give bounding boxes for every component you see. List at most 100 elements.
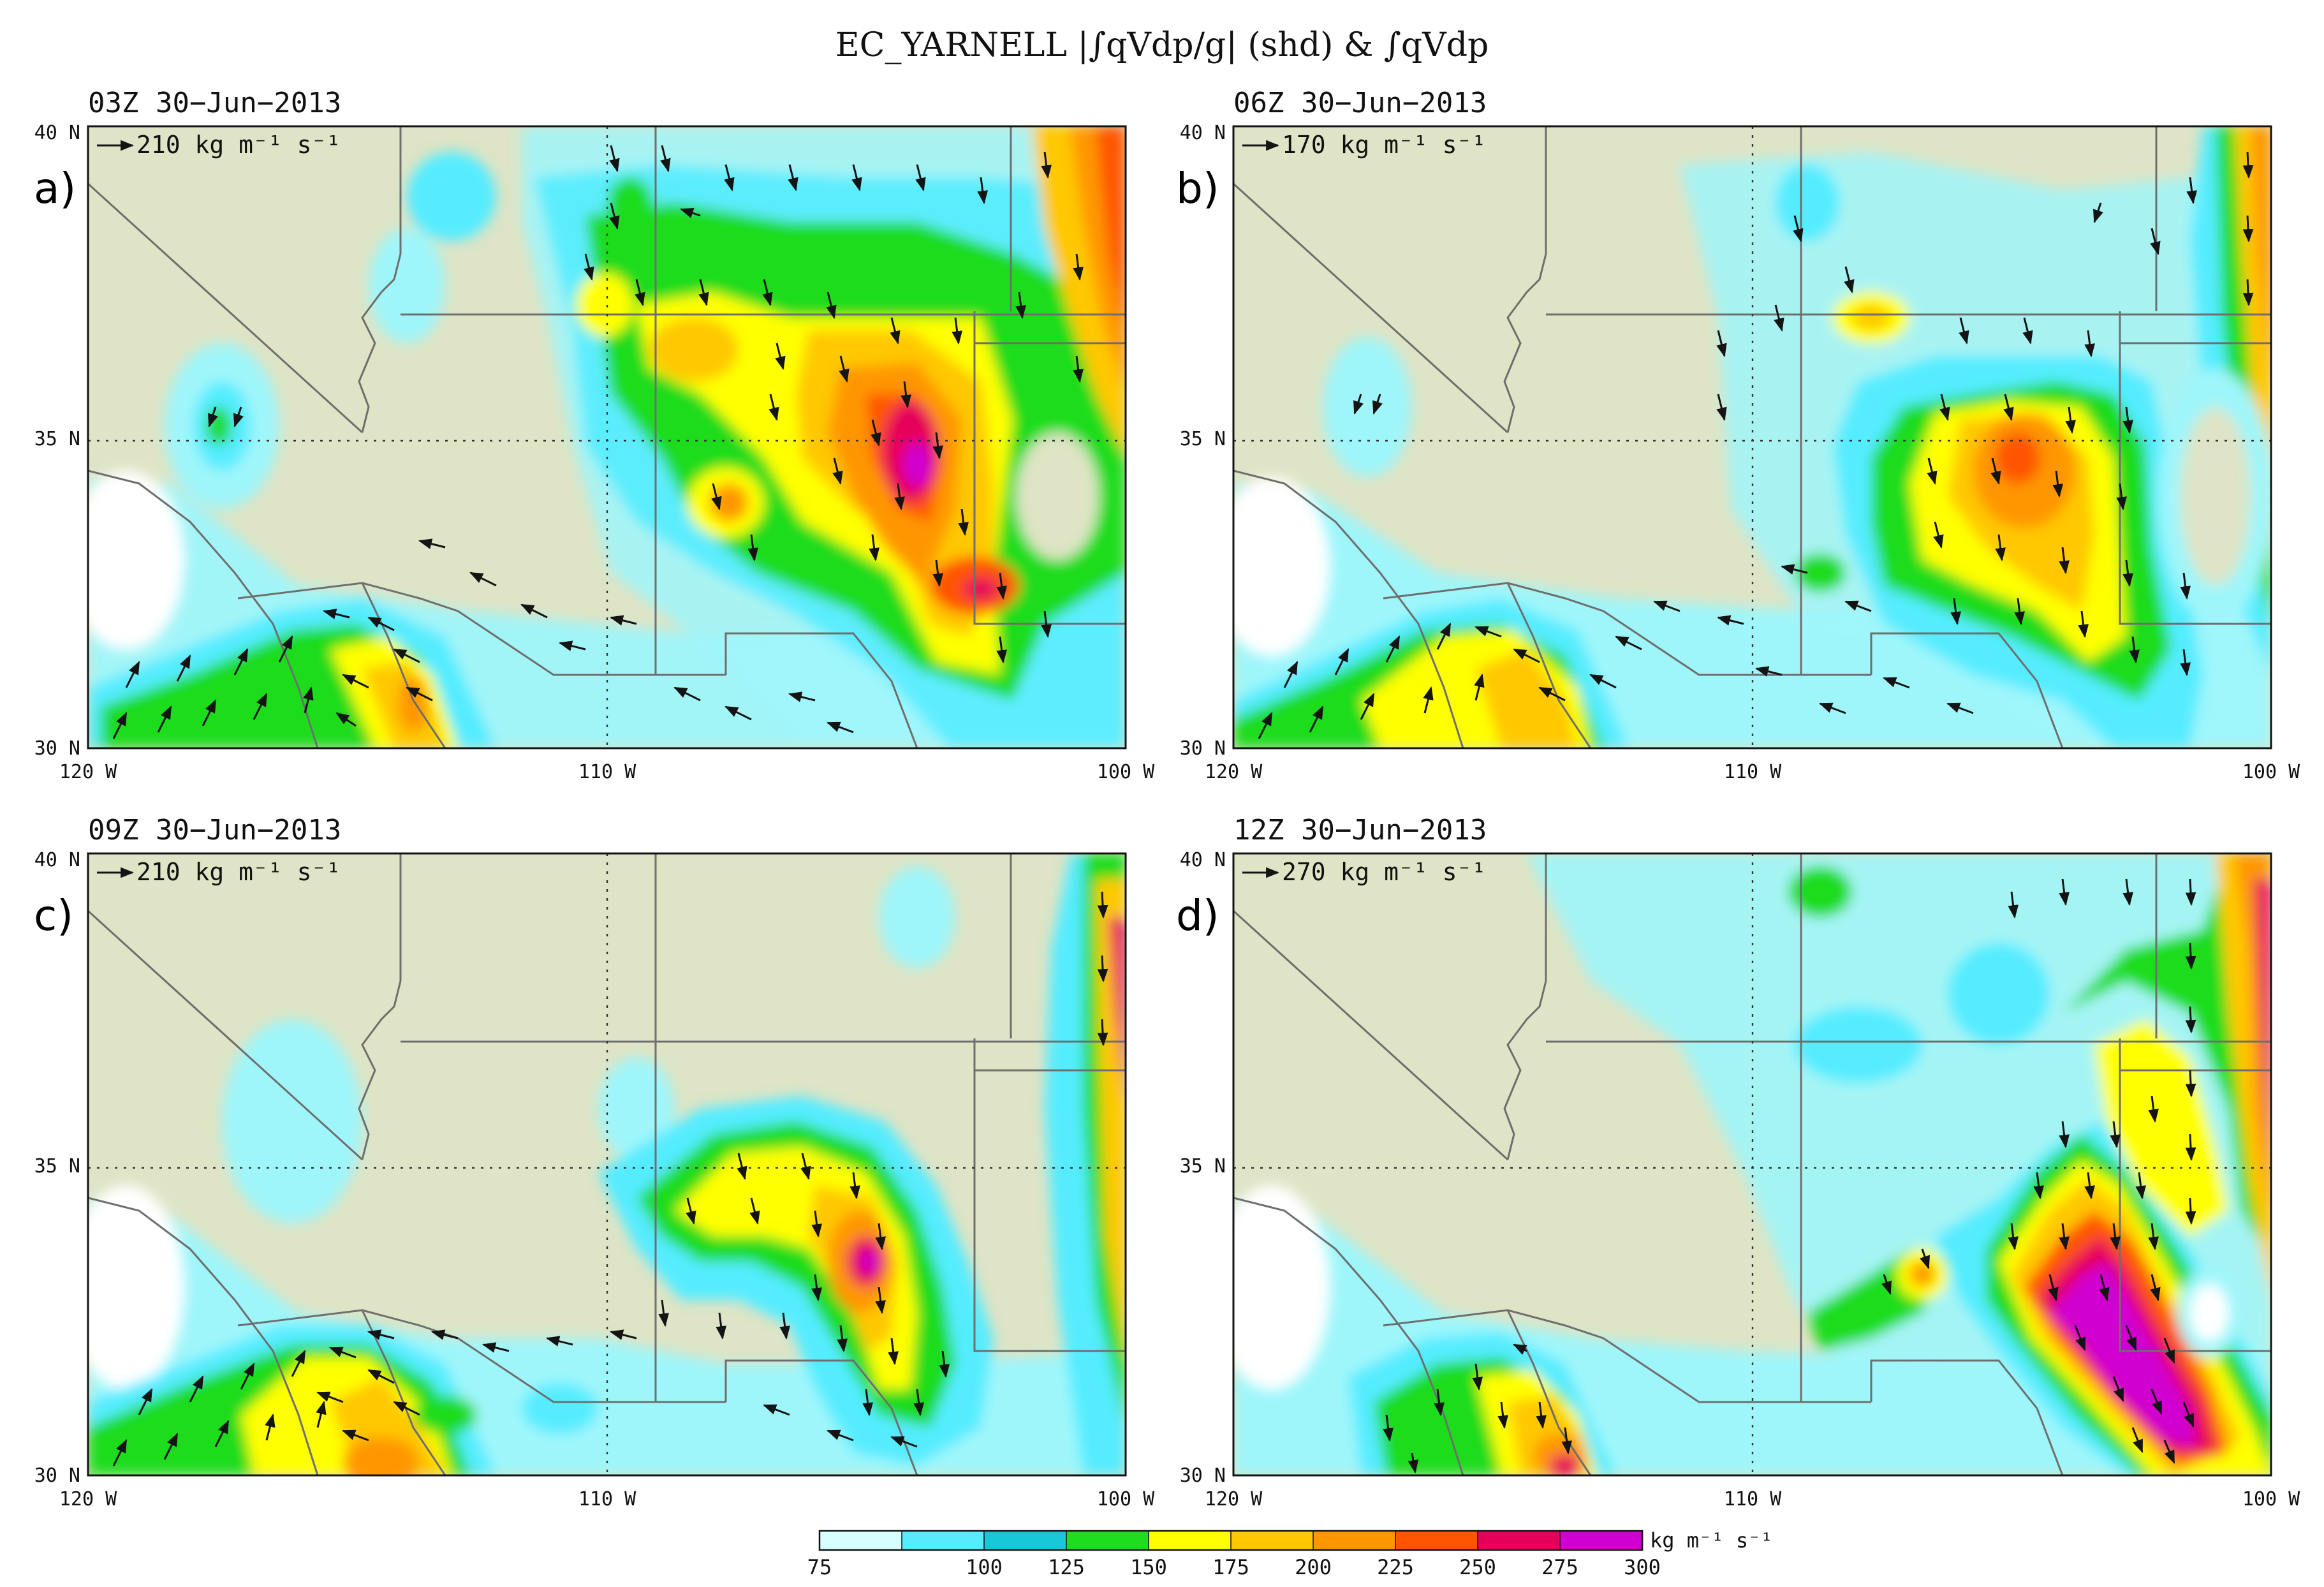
lat-tick-40: 40 N	[1180, 849, 1226, 871]
colorbar-swatch	[1148, 1530, 1232, 1551]
mexico-coast	[88, 1197, 319, 1475]
colorbar-swatch	[983, 1530, 1068, 1551]
panel-c-letter: c)	[34, 891, 73, 940]
flux-vectors	[112, 145, 1084, 739]
state-line-nm-east	[2119, 311, 2271, 625]
panel-a-letter: a)	[34, 164, 76, 213]
panel-b-reference-vector: 170 kg m⁻¹ s⁻¹	[1242, 131, 1486, 159]
colorbar-tick-label: 75	[807, 1555, 832, 1579]
state-line-nm-south	[724, 1359, 918, 1475]
state-line-nm-south	[1870, 1359, 2064, 1475]
lon-tick-110: 110 W	[1724, 761, 1782, 783]
gridlines	[88, 126, 1126, 748]
panel-d: 12Z 30−Jun−2013 d) 40 N 35 N 30 N 120 W …	[1176, 814, 2300, 1510]
state-line-nm-south	[724, 632, 918, 748]
gulf-of-california	[1506, 582, 1592, 748]
lon-tick-100: 100 W	[1097, 761, 1155, 783]
colorbar-swatch	[1313, 1530, 1397, 1551]
arizona-southern-border	[1383, 1309, 1871, 1403]
lon-tick-110: 110 W	[1724, 1488, 1782, 1510]
lon-tick-120: 120 W	[59, 761, 117, 783]
state-line-nm-east	[973, 1038, 1126, 1352]
panel-a-axis-labels: 40 N 35 N 30 N 120 W 110 W 100 W	[34, 122, 1155, 783]
panel-b-map	[1233, 126, 2271, 748]
lat-tick-30: 30 N	[1180, 1465, 1226, 1487]
flux-field	[88, 853, 1126, 1475]
panel-c-reference-label: 210 kg m⁻¹ s⁻¹	[136, 858, 341, 886]
panel-d-letter: d)	[1176, 891, 1219, 940]
arizona-southern-border	[1383, 582, 1871, 676]
colorbar-swatch	[901, 1530, 985, 1551]
colorbar-swatch	[1395, 1530, 1479, 1551]
panel-a-frame	[87, 125, 1127, 749]
colorbar-swatch	[1559, 1530, 1644, 1551]
figure-title: EC_YARNELL |∫qVdp/g| (shd) & ∫qVdp	[835, 26, 1489, 64]
mexico-coast	[1233, 469, 1464, 748]
arizona-southern-border	[237, 582, 726, 676]
panel-b: 06Z 30−Jun−2013 b) 40 N 35 N 30 N 120 W …	[1176, 87, 2300, 783]
colorbar-tick-label: 200	[1295, 1555, 1332, 1579]
california-nevada-border	[1233, 910, 1509, 1161]
colorbar-tick-label: 275	[1541, 1555, 1578, 1579]
panel-b-letter: b)	[1176, 164, 1219, 213]
flux-vectors	[1258, 151, 2254, 739]
panel-c-frame	[87, 852, 1127, 1477]
panel-b-time: 06Z 30−Jun−2013	[1233, 87, 1487, 119]
colorado-river	[1503, 253, 1547, 433]
flux-field	[1233, 126, 2271, 748]
panel-b-axis-labels: 40 N 35 N 30 N 120 W 110 W 100 W	[1180, 122, 2300, 783]
panel-a-reference-vector: 210 kg m⁻¹ s⁻¹	[97, 131, 341, 159]
colorbar-tick-label: 300	[1624, 1555, 1661, 1579]
lat-tick-35: 35 N	[34, 428, 80, 450]
panel-a-reference-label: 210 kg m⁻¹ s⁻¹	[136, 131, 341, 159]
lat-tick-30: 30 N	[34, 1465, 80, 1487]
colorbar-swatch	[1230, 1530, 1314, 1551]
colorado-river	[358, 980, 402, 1160]
state-line-nm-south	[1870, 632, 2064, 748]
panel-d-frame	[1232, 852, 2272, 1477]
california-nevada-border	[1233, 182, 1509, 434]
colorbar-tick-label: 150	[1130, 1555, 1167, 1579]
panel-c-axis-labels: 40 N 35 N 30 N 120 W 110 W 100 W	[34, 849, 1155, 1510]
colorbar-tick-label: 100	[966, 1555, 1003, 1579]
gridlines	[1233, 126, 2271, 748]
colorbar-swatch	[1477, 1530, 1561, 1551]
gridlines	[1233, 853, 2271, 1475]
boundaries	[88, 853, 1126, 1475]
lon-tick-120: 120 W	[1205, 761, 1263, 783]
panel-d-axis-labels: 40 N 35 N 30 N 120 W 110 W 100 W	[1180, 849, 2300, 1510]
colorbar-ticks: 75 100 125 150 175 200 225 250 275 300	[807, 1555, 1661, 1579]
lat-tick-40: 40 N	[34, 849, 80, 871]
lat-tick-40: 40 N	[1180, 122, 1226, 144]
lon-tick-100: 100 W	[2242, 761, 2300, 783]
panel-d-reference-label: 270 kg m⁻¹ s⁻¹	[1282, 858, 1486, 886]
boundaries	[88, 126, 1126, 748]
colorado-river	[358, 253, 402, 433]
lon-tick-110: 110 W	[578, 761, 636, 783]
boundaries	[1233, 126, 2271, 748]
colorbar-swatch	[819, 1530, 903, 1551]
lon-tick-120: 120 W	[1205, 1488, 1263, 1510]
lat-tick-40: 40 N	[34, 122, 80, 144]
panel-c-time: 09Z 30−Jun−2013	[88, 814, 341, 846]
panel-b-frame	[1232, 125, 2272, 749]
mexico-coast	[88, 469, 319, 748]
california-nevada-border	[88, 182, 364, 434]
panel-c: 09Z 30−Jun−2013 c) 40 N 35 N 30 N 120 W …	[34, 814, 1155, 1510]
panel-d-map	[1233, 853, 2271, 1475]
lat-tick-35: 35 N	[1180, 1155, 1226, 1177]
gulf-of-california	[361, 582, 446, 748]
panel-d-time: 12Z 30−Jun−2013	[1233, 814, 1487, 846]
lat-tick-35: 35 N	[1180, 428, 1226, 450]
colorbar-tick-label: 125	[1048, 1555, 1085, 1579]
colorbar-tick-label: 250	[1459, 1555, 1496, 1579]
colorado-river	[1503, 980, 1547, 1160]
lon-tick-100: 100 W	[1097, 1488, 1155, 1510]
lat-tick-30: 30 N	[1180, 737, 1226, 760]
panel-a: 03Z 30−Jun−2013 a) 40 N 35 N 30 N 120 W …	[34, 87, 1155, 783]
panel-a-map	[88, 126, 1126, 748]
colorbar: 75 100 125 150 175 200 225 250 275 300 kg m⁻¹ s⁻¹	[807, 1528, 1773, 1579]
panel-b-reference-label: 170 kg m⁻¹ s⁻¹	[1282, 131, 1486, 159]
flux-vectors	[112, 891, 1108, 1466]
